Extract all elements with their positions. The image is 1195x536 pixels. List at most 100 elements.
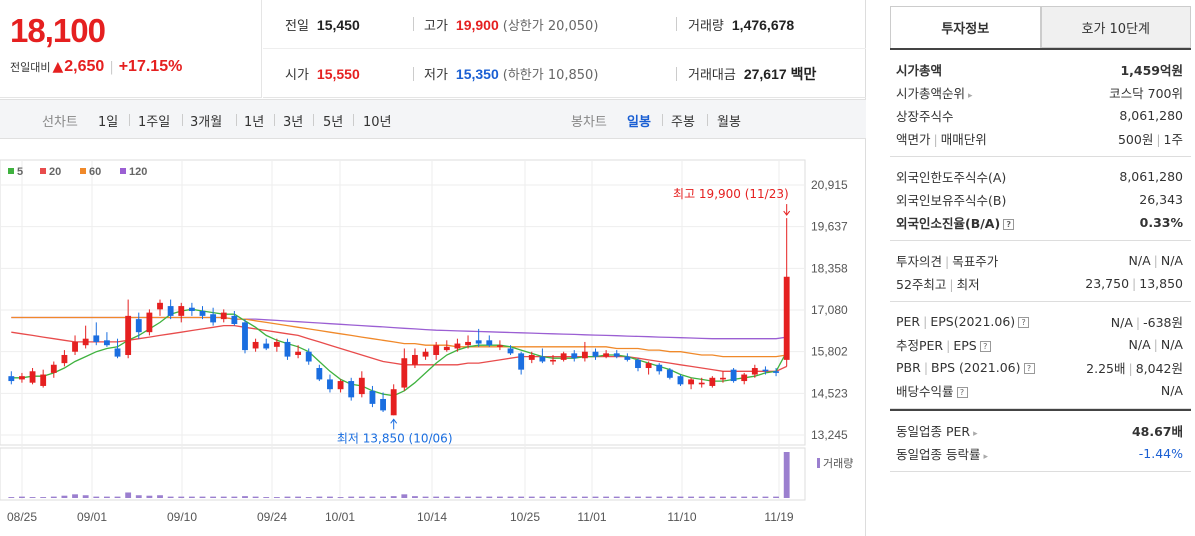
period-1w[interactable]: 1주일 — [138, 115, 171, 130]
info-value: 0.33% — [1140, 215, 1183, 230]
invest-info-panel: 투자정보 호가 10단계 시가총액 1,459억원 시가총액순위 ▸ 코스닥 700위 상… — [876, 0, 1195, 536]
volume-bar — [571, 496, 578, 498]
info-value: 48.67배 — [1132, 421, 1183, 440]
candle-body — [390, 389, 397, 416]
amount-label: 거래대금 — [688, 67, 736, 83]
volume-bar — [82, 495, 89, 498]
candle-body — [50, 364, 57, 373]
volume-bar — [125, 492, 132, 498]
ma20-line — [11, 324, 787, 372]
info-row: 52주최고 | 최저 23,750 | 13,850 — [890, 272, 1191, 295]
volume-bar — [114, 496, 121, 498]
info-key-part: 52주최고 — [896, 277, 947, 292]
help-icon[interactable]: ? — [1003, 219, 1015, 230]
tab-invest-info[interactable]: 투자정보 — [890, 6, 1041, 48]
period-1y[interactable]: 1년 — [244, 115, 265, 130]
candle-body — [454, 343, 461, 349]
divider — [413, 66, 414, 81]
candle-body — [252, 341, 259, 349]
candle-body — [751, 368, 758, 375]
info-row: 외국인한도주식수(A) 8,061,280 — [890, 165, 1191, 188]
volume-bar — [412, 496, 418, 498]
candle-body — [571, 353, 578, 359]
info-value: N/A | -638원 — [1111, 312, 1183, 331]
ma60-line — [11, 316, 787, 358]
candle-body — [242, 322, 248, 351]
change-value: 2,650 — [64, 58, 105, 75]
volume-bar — [103, 496, 110, 498]
volume-bar — [358, 496, 365, 498]
volume-label: 거래량 — [823, 457, 853, 470]
summary-row-1: 전일 15,450 고가 19,900 (상한가 20,050) 거래량 1,4… — [263, 0, 866, 49]
volume-label: 거래량 — [688, 18, 724, 34]
legend-swatch — [80, 168, 86, 174]
info-row: PER | EPS(2021.06)? N/A | -638원 — [890, 310, 1191, 333]
candle-body — [550, 359, 556, 362]
candle-body — [581, 351, 588, 359]
candle-daily[interactable]: 일봉 — [627, 115, 651, 130]
help-icon[interactable]: ? — [956, 387, 968, 398]
info-key: PBR | BPS (2021.06)? — [896, 360, 1035, 375]
candle-body — [656, 364, 663, 372]
candle-monthly[interactable]: 월봉 — [717, 115, 741, 130]
info-value: 26,343 — [1139, 192, 1183, 207]
volume: 거래량 1,476,678 — [688, 15, 794, 34]
divider — [413, 17, 414, 31]
info-value-part: -638원 — [1143, 315, 1183, 330]
summary-row-2: 시가 15,550 저가 15,350 (하한가 10,850) 거래대금 27… — [263, 49, 866, 98]
x-tick-label: 10/14 — [417, 510, 447, 524]
candle-chart-label[interactable]: 봉차트 — [571, 115, 607, 130]
info-value: 2.25배 | 8,042원 — [1086, 358, 1183, 377]
candle-body — [518, 353, 525, 370]
candle-weekly[interactable]: 주봉 — [671, 115, 695, 130]
line-chart-label[interactable]: 선차트 — [42, 115, 78, 130]
x-tick-label: 08/25 — [7, 510, 37, 524]
tab-order-book[interactable]: 호가 10단계 — [1040, 6, 1191, 48]
divider — [676, 17, 677, 31]
info-key-part: PER — [896, 314, 921, 329]
period-1d[interactable]: 1일 — [98, 115, 119, 130]
amount-unit: 백만 — [790, 65, 817, 82]
volume-bar — [72, 494, 78, 498]
info-value-part: 23,750 — [1085, 276, 1130, 291]
volume-bar — [369, 496, 376, 498]
volume-bar — [19, 496, 25, 498]
volume-bar — [178, 496, 185, 498]
info-value-text: 26,343 — [1139, 192, 1183, 207]
candle-body — [358, 377, 365, 395]
info-value-part: 1주 — [1163, 132, 1183, 147]
high-arrowhead-icon — [783, 210, 791, 216]
period-10y[interactable]: 10년 — [363, 115, 392, 130]
volume-bar — [645, 496, 652, 498]
info-value: 500원 | 1주 — [1118, 129, 1183, 148]
help-icon[interactable]: ? — [979, 341, 991, 352]
info-value-part: N/A — [1128, 253, 1151, 268]
candle-body — [273, 341, 280, 347]
x-tick-label: 10/01 — [325, 510, 355, 524]
chart-toolbar: 선차트 1일 1주일 3개월 1년 3년 5년 10년 봉차트 일봉 주봉 월봉 — [0, 99, 866, 139]
candle-body — [709, 377, 716, 386]
info-row: 동일업종 등락률 ▸ -1.44% — [890, 442, 1191, 465]
candle-body — [199, 310, 206, 316]
info-value-text: 1,459억원 — [1120, 63, 1183, 78]
volume-bar — [167, 496, 174, 498]
volume-bar — [454, 496, 461, 498]
divider: | — [1156, 132, 1161, 147]
info-value: N/A | N/A — [1129, 337, 1183, 352]
info-key-part: 투자의견 — [896, 254, 943, 269]
info-row: 시가총액순위 ▸ 코스닥 700위 — [890, 81, 1191, 104]
price-box: 18,100 전일대비 ▲ 2,650 | +17.15% — [0, 0, 262, 98]
volume-bar — [581, 496, 588, 498]
low-value: 15,350 — [455, 66, 499, 82]
period-3m[interactable]: 3개월 — [190, 115, 223, 130]
chevron-right-icon: ▸ — [973, 429, 978, 439]
stock-chart[interactable]: 20,915 19,637 18,358 17,080 15,802 14,523 13,2… — [0, 140, 866, 536]
info-group: 투자의견 | 목표주가 N/A | N/A 52주최고 | 최저 23,750 | 13,850 — [890, 241, 1191, 302]
help-icon[interactable]: ? — [1023, 363, 1035, 374]
volume-bar — [29, 497, 36, 498]
period-5y[interactable]: 5년 — [323, 115, 344, 130]
candle-body — [61, 354, 68, 364]
divider: | — [1153, 253, 1158, 268]
help-icon[interactable]: ? — [1018, 317, 1030, 328]
period-3y[interactable]: 3년 — [283, 115, 304, 130]
